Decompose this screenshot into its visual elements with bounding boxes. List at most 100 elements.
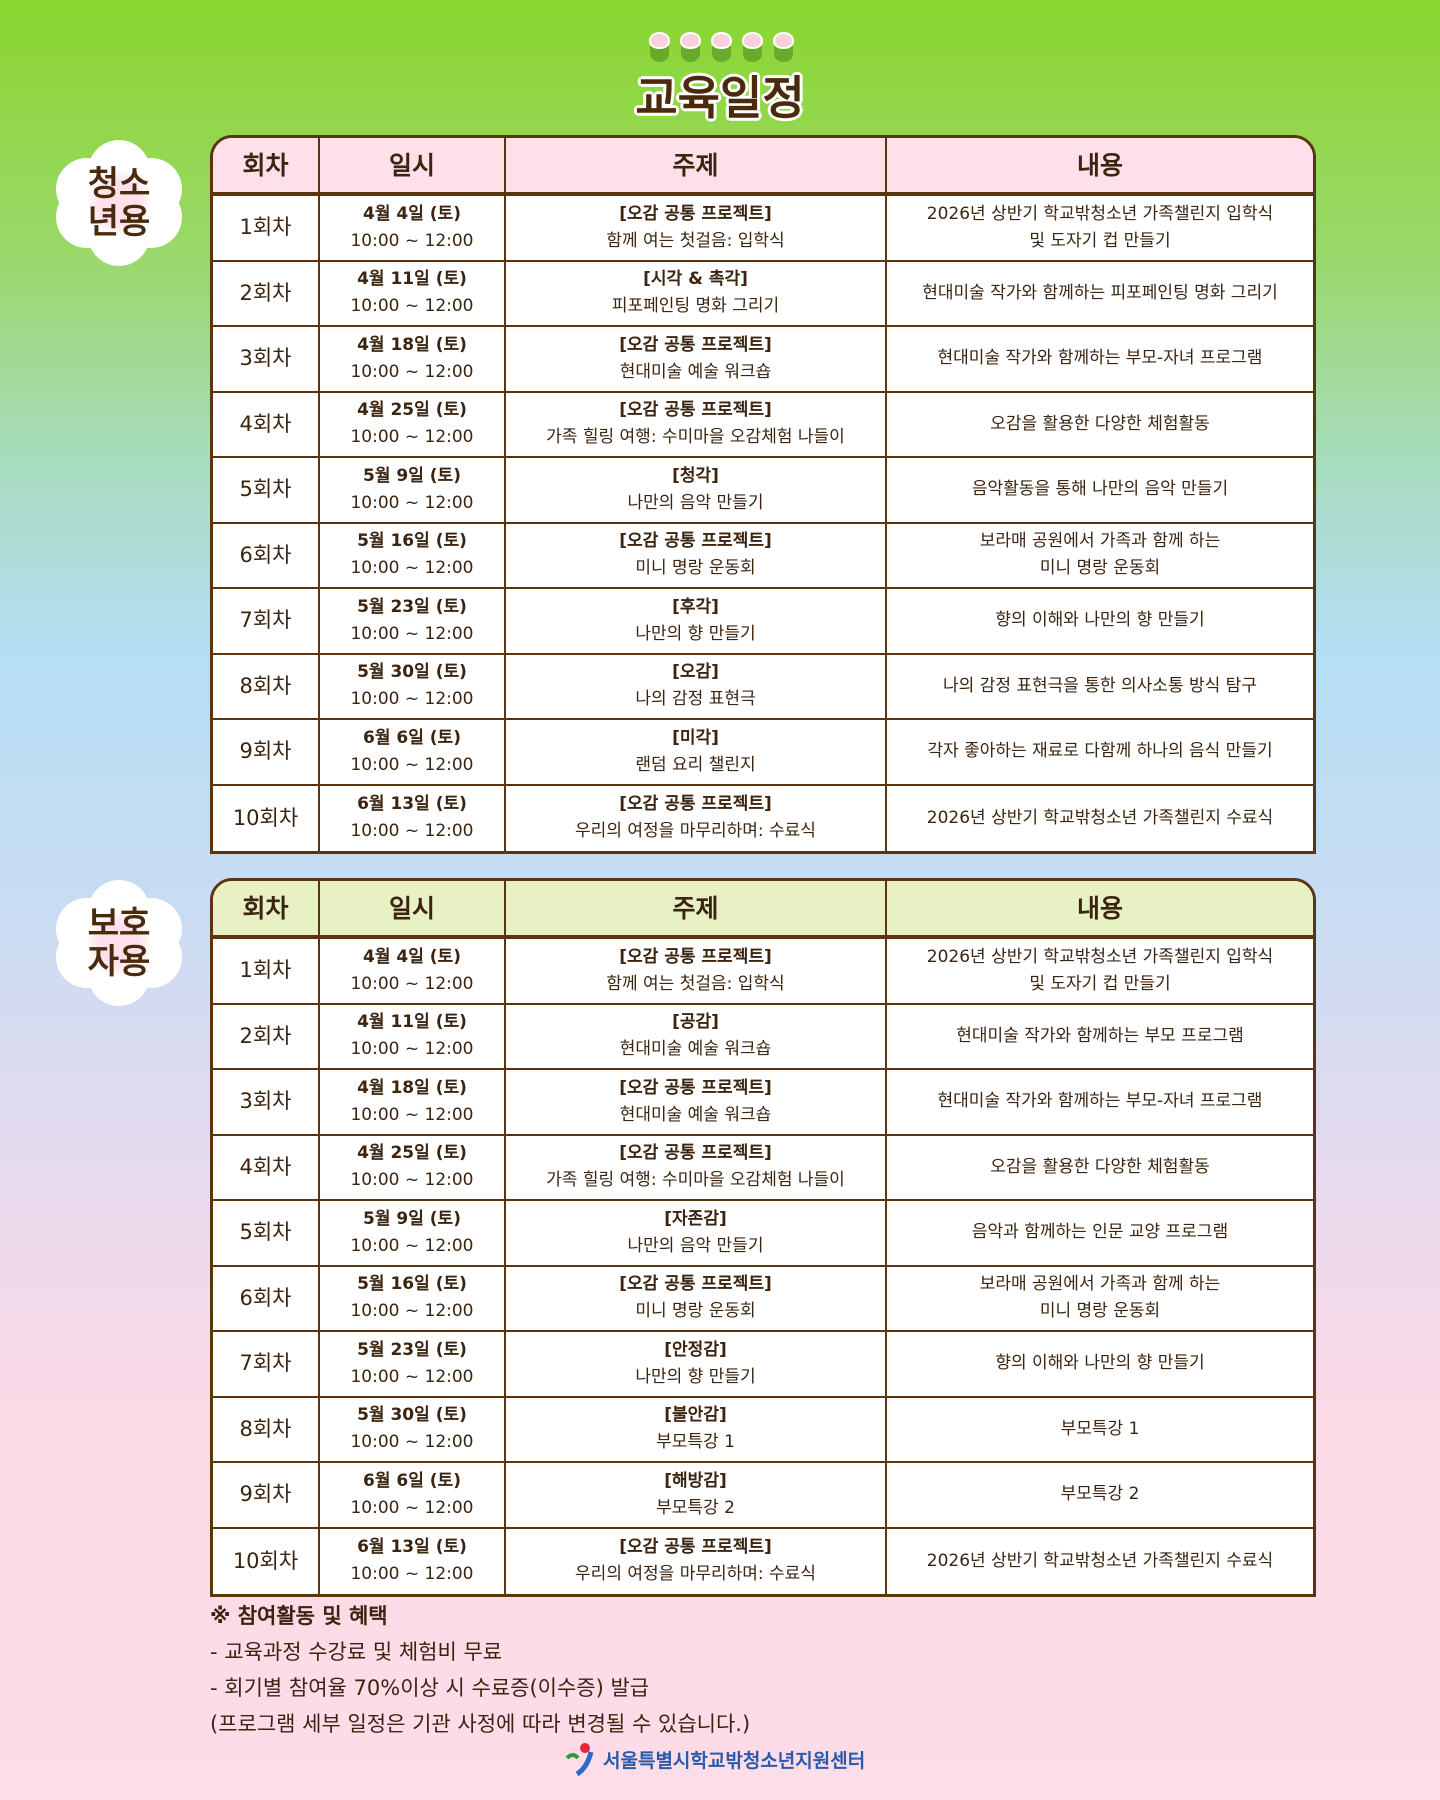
session-datetime: 6월 6일 (토) 10:00 ~ 12:00	[320, 720, 506, 784]
session-number: 6회차	[213, 523, 320, 587]
badge-line: 청소	[87, 164, 151, 204]
youth-schedule-table: 회차 일시 주제 내용 1회차 4월 4일 (토) 10:00 ~ 12:00 [오감 공통 …	[210, 135, 1316, 854]
session-time: 10:00 ~ 12:00	[350, 821, 474, 842]
session-date: 6월 6일 (토)	[363, 1470, 461, 1491]
topic-title: 나만의 음악 만들기	[627, 1235, 764, 1256]
topic-title: 피포페인팅 명화 그리기	[611, 296, 780, 317]
session-topic: [공감] 현대미술 예술 워크숍	[506, 1004, 887, 1068]
session-topic: [오감 공통 프로젝트] 함께 여는 첫걸음: 입학식	[506, 939, 887, 1003]
session-number: 9회차	[213, 720, 320, 784]
content-line: 오감을 활용한 다양한 체험활동	[990, 1156, 1210, 1177]
content-line: 현대미술 작가와 함께하는 부모-자녀 프로그램	[937, 1091, 1263, 1112]
table-row: 8회차 5월 30일 (토) 10:00 ~ 12:00 [불안감] 부모특강 1 부모특…	[213, 1397, 1313, 1463]
session-number: 8회차	[213, 654, 320, 718]
topic-category: [오감 공통 프로젝트]	[619, 203, 772, 224]
content-line: 각자 좋아하는 재료로 다함께 하나의 음식 만들기	[927, 741, 1273, 762]
content-line: 미니 명랑 운동회	[1039, 558, 1161, 579]
session-topic: [안정감] 나만의 향 만들기	[506, 1332, 887, 1396]
session-content: 향의 이해와 나만의 향 만들기	[887, 1332, 1313, 1396]
content-line: 및 도자기 컵 만들기	[1029, 230, 1171, 251]
page-title: 교육일정	[635, 71, 805, 125]
session-datetime: 6월 13일 (토) 10:00 ~ 12:00	[320, 1528, 506, 1594]
badge-text: 청소 년용	[87, 164, 151, 241]
topic-title: 우리의 여정을 마무리하며: 수료식	[575, 1564, 816, 1585]
column-header: 회차	[213, 138, 320, 192]
table-header: 회차 일시 주제 내용	[213, 138, 1313, 196]
session-number: 4회차	[213, 392, 320, 456]
badge-line: 자용	[87, 942, 151, 982]
notes: ※ 참여활동 및 혜택 - 교육과정 수강료 및 체험비 무료 - 회기별 참여…	[210, 1598, 750, 1742]
topic-category: [해방감]	[664, 1470, 727, 1491]
session-number: 7회차	[213, 589, 320, 653]
session-date: 5월 16일 (토)	[357, 531, 467, 552]
session-datetime: 5월 16일 (토) 10:00 ~ 12:00	[320, 1266, 506, 1330]
notes-heading: ※ 참여활동 및 혜택	[210, 1604, 388, 1628]
content-line: 보라매 공원에서 가족과 함께 하는	[979, 531, 1221, 552]
tulip-decoration	[646, 32, 797, 62]
column-header: 주제	[506, 138, 887, 192]
topic-title: 가족 힐링 여행: 수미마을 오감체험 나들이	[546, 1170, 845, 1191]
topic-title: 나만의 향 만들기	[635, 1366, 756, 1387]
session-time: 10:00 ~ 12:00	[350, 296, 474, 317]
notes-line: - 교육과정 수강료 및 체험비 무료	[210, 1640, 503, 1664]
content-line: 나의 감정 표현극을 통한 의사소통 방식 탐구	[943, 675, 1257, 696]
topic-category: [오감 공통 프로젝트]	[619, 400, 772, 421]
session-topic: [오감 공통 프로젝트] 현대미술 예술 워크숍	[506, 1070, 887, 1134]
session-time: 10:00 ~ 12:00	[350, 973, 474, 994]
session-date: 5월 9일 (토)	[363, 1208, 461, 1229]
session-time: 10:00 ~ 12:00	[350, 1301, 474, 1322]
topic-category: [오감 공통 프로젝트]	[619, 334, 772, 355]
table-row: 5회차 5월 9일 (토) 10:00 ~ 12:00 [청각] 나만의 음악 만들기 음…	[213, 458, 1313, 524]
topic-title: 함께 여는 첫걸음: 입학식	[606, 973, 785, 994]
session-topic: [오감 공통 프로젝트] 가족 힐링 여행: 수미마을 오감체험 나들이	[506, 392, 887, 456]
session-date: 4월 4일 (토)	[363, 946, 461, 967]
table-row: 3회차 4월 18일 (토) 10:00 ~ 12:00 [오감 공통 프로젝트] 현대…	[213, 327, 1313, 393]
topic-category: [오감 공통 프로젝트]	[619, 1274, 772, 1295]
center-logo: 서울특별시학교밖청소년지원센터	[565, 1742, 865, 1776]
topic-title: 현대미술 예술 워크숍	[619, 1104, 772, 1125]
session-time: 10:00 ~ 12:00	[350, 1564, 474, 1585]
session-topic: [오감 공통 프로젝트] 미니 명랑 운동회	[506, 1266, 887, 1330]
session-time: 10:00 ~ 12:00	[350, 1039, 474, 1060]
content-line: 음악활동을 통해 나만의 음악 만들기	[971, 479, 1229, 500]
session-topic: [불안감] 부모특강 1	[506, 1397, 887, 1461]
session-date: 5월 23일 (토)	[357, 1339, 467, 1360]
session-topic: [오감] 나의 감정 표현극	[506, 654, 887, 718]
topic-category: [안정감]	[664, 1339, 727, 1360]
session-date: 5월 23일 (토)	[357, 596, 467, 617]
content-line: 2026년 상반기 학교밖청소년 가족챌린지 수료식	[926, 807, 1274, 828]
session-time: 10:00 ~ 12:00	[350, 1366, 474, 1387]
session-date: 6월 6일 (토)	[363, 727, 461, 748]
session-content: 음악과 함께하는 인문 교양 프로그램	[887, 1201, 1313, 1265]
topic-title: 우리의 여정을 마무리하며: 수료식	[575, 821, 816, 842]
session-datetime: 6월 6일 (토) 10:00 ~ 12:00	[320, 1463, 506, 1527]
session-topic: [오감 공통 프로젝트] 미니 명랑 운동회	[506, 523, 887, 587]
topic-title: 랜덤 요리 챌린지	[635, 754, 756, 775]
session-datetime: 4월 11일 (토) 10:00 ~ 12:00	[320, 261, 506, 325]
session-number: 1회차	[213, 939, 320, 1003]
table-row: 3회차 4월 18일 (토) 10:00 ~ 12:00 [오감 공통 프로젝트] 현대…	[213, 1070, 1313, 1136]
session-content: 현대미술 작가와 함께하는 부모 프로그램	[887, 1005, 1313, 1069]
table-header: 회차 일시 주제 내용	[213, 881, 1313, 939]
notes-line: - 회기별 참여율 70%이상 시 수료증(이수증) 발급	[210, 1676, 650, 1700]
session-number: 3회차	[213, 327, 320, 391]
topic-category: [청각]	[672, 465, 719, 486]
session-datetime: 4월 18일 (토) 10:00 ~ 12:00	[320, 1070, 506, 1134]
topic-title: 현대미술 예술 워크숍	[619, 361, 772, 382]
content-line: 2026년 상반기 학교밖청소년 가족챌린지 입학식	[926, 203, 1274, 224]
topic-category: [시각 & 촉각]	[643, 269, 748, 290]
column-header: 내용	[1076, 893, 1123, 923]
session-time: 10:00 ~ 12:00	[350, 1432, 474, 1453]
session-date: 6월 13일 (토)	[357, 794, 467, 815]
session-topic: [오감 공통 프로젝트] 함께 여는 첫걸음: 입학식	[506, 196, 887, 260]
content-line: 오감을 활용한 다양한 체험활동	[990, 413, 1210, 434]
content-line: 및 도자기 컵 만들기	[1029, 973, 1171, 994]
session-time: 10:00 ~ 12:00	[350, 623, 474, 644]
session-number: 5회차	[213, 1201, 320, 1265]
session-datetime: 4월 4일 (토) 10:00 ~ 12:00	[320, 939, 506, 1003]
session-content: 각자 좋아하는 재료로 다함께 하나의 음식 만들기	[887, 720, 1313, 784]
topic-title: 미니 명랑 운동회	[635, 558, 756, 579]
column-header: 주제	[506, 881, 887, 935]
session-content: 부모특강 1	[887, 1398, 1313, 1462]
